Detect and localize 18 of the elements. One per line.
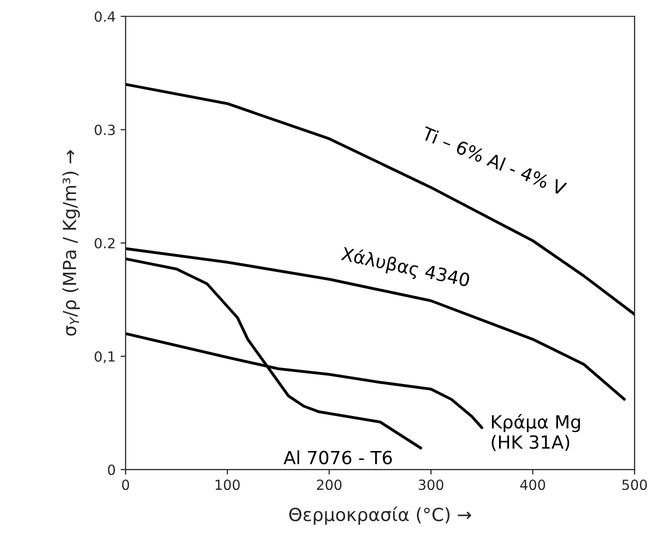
line-series xyxy=(126,247,626,401)
x-tick-label: 300 xyxy=(418,480,444,490)
y-tick-label: 0.2 xyxy=(94,238,114,248)
series-label: Κράμα Mg (HK 31A) xyxy=(492,414,580,452)
x-axis-title: Θερμοκρασία (°C) → xyxy=(289,506,472,525)
x-tick-label: 100 xyxy=(216,480,240,490)
y-tick-label: 0.3 xyxy=(94,124,115,136)
x-tick-label: 0 xyxy=(122,480,130,490)
y-tick-label: 0 xyxy=(108,464,115,476)
y-tick-label: 0,1 xyxy=(94,351,115,364)
x-tick-label: 200 xyxy=(316,480,342,490)
x-tick-label: 400 xyxy=(520,480,546,490)
line-series xyxy=(126,82,635,316)
x-tick-label: 500 xyxy=(622,480,647,490)
text: Ti – 6% Al - 4% V xyxy=(420,126,568,196)
y-axis-title: σ$_{Y}$/ρ (MPa / Kg/m³) → xyxy=(62,150,80,336)
series-label: Al 7076 - T6 xyxy=(284,450,392,464)
y-tick-label: 0.4 xyxy=(94,11,116,22)
